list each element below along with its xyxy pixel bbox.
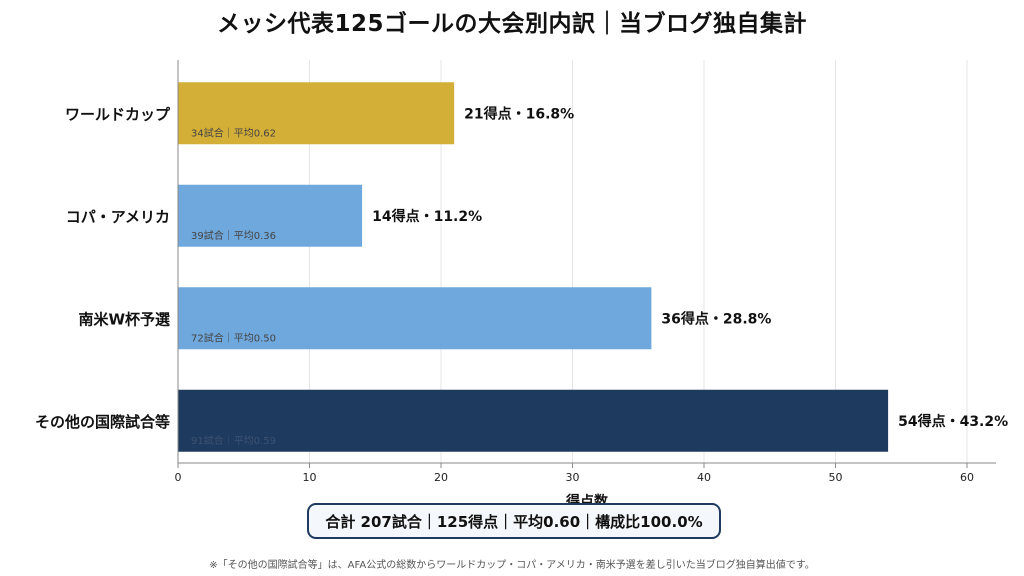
- bar-inner-label: 91試合｜平均0.59: [191, 434, 276, 447]
- bars: 21得点・16.8% 34試合｜平均0.62 14得点・11.2% 39試合｜平均0.…: [178, 82, 1008, 452]
- x-tick-label: 10: [303, 471, 317, 484]
- bar: [178, 389, 889, 452]
- category-label: コパ・アメリカ: [66, 208, 170, 226]
- bar: [178, 184, 363, 247]
- x-tick-label: 60: [960, 471, 974, 484]
- value-label: 54得点・43.2%: [898, 413, 1008, 430]
- bar: [178, 287, 652, 350]
- bar-inner-label: 34試合｜平均0.62: [191, 126, 276, 139]
- x-ticks: 0 10 20 30 40 50 60: [175, 463, 974, 484]
- bar-inner-label: 39試合｜平均0.36: [191, 229, 276, 242]
- category-label: 南米W杯予選: [78, 310, 170, 328]
- category-label: その他の国際試合等: [35, 413, 170, 431]
- summary-text: 合計 207試合｜125得点｜平均0.60｜構成比100.0%: [325, 512, 703, 531]
- value-label: 21得点・16.8%: [464, 105, 574, 122]
- footnote: ※「その他の国際試合等」は、AFA公式の総数からワールドカップ・コパ・アメリカ・…: [209, 560, 815, 571]
- x-tick-label: 20: [434, 471, 448, 484]
- bar-inner-label: 72試合｜平均0.50: [191, 331, 276, 344]
- bar: [178, 82, 455, 145]
- value-label: 36得点・28.8%: [661, 310, 771, 327]
- x-tick-label: 30: [566, 471, 580, 484]
- chart-title: メッシ代表125ゴールの大会別内訳｜当ブログ独自集計: [216, 11, 807, 37]
- summary-box: 合計 207試合｜125得点｜平均0.60｜構成比100.0%: [307, 503, 721, 539]
- x-tick-label: 0: [175, 471, 182, 484]
- value-label: 14得点・11.2%: [372, 208, 482, 225]
- category-label: ワールドカップ: [65, 105, 171, 123]
- x-tick-label: 40: [697, 471, 711, 484]
- axes: [177, 60, 996, 464]
- x-tick-label: 50: [829, 471, 843, 484]
